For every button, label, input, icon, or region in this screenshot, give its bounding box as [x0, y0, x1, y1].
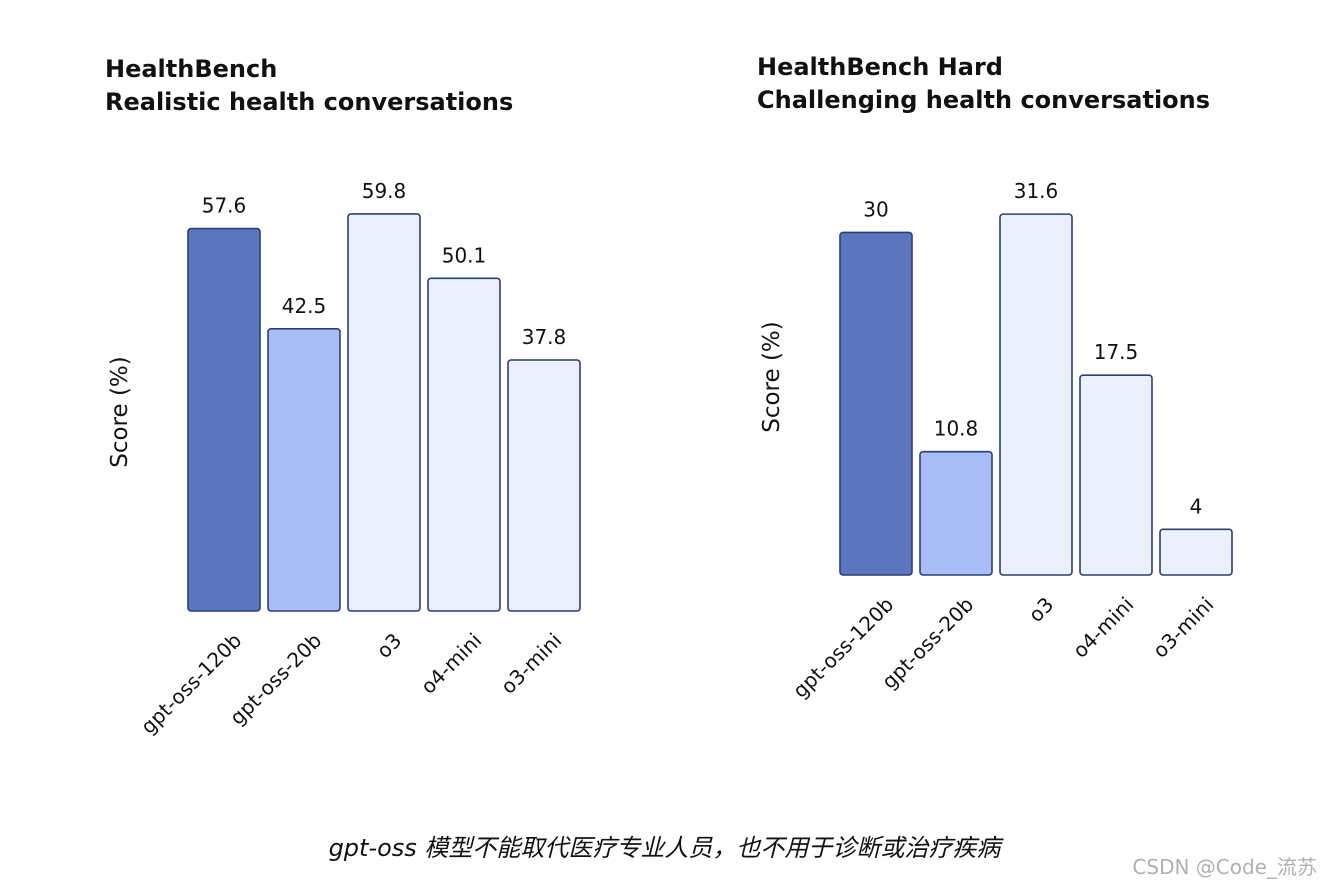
data-label-gpt-oss-120b: 30	[863, 197, 888, 221]
chart-title-left: HealthBench Realistic health conversatio…	[105, 53, 513, 119]
x-tick-label-gpt-oss-120b: gpt-oss-120b	[788, 592, 898, 702]
bar-o3-mini	[1159, 528, 1233, 576]
data-label-o4-mini: 50.1	[442, 243, 487, 267]
data-label-gpt-oss-20b: 10.8	[934, 417, 979, 441]
data-label-o3: 59.8	[362, 179, 407, 203]
chart-title-main: HealthBench Hard	[757, 53, 1003, 81]
data-label-gpt-oss-20b: 42.5	[282, 294, 327, 318]
bar-gpt-oss-20b	[919, 450, 993, 576]
data-label-o4-mini: 17.5	[1094, 340, 1139, 364]
x-tick-label-o4-mini: o4-mini	[1068, 592, 1138, 662]
chart-title-right: HealthBench Hard Challenging health conv…	[757, 51, 1210, 117]
chart-title-main: HealthBench	[105, 55, 278, 83]
bar-o4-mini	[427, 277, 501, 612]
data-label-o3: 31.6	[1014, 179, 1059, 203]
x-tick-label-o3: o3	[1024, 592, 1059, 627]
figure-caption: gpt-oss 模型不能取代医疗专业人员，也不用于诊断或治疗疾病	[328, 834, 1001, 862]
bar-o3-mini	[507, 359, 581, 612]
bar-chart-healthbench-hard: 30gpt-oss-120b10.8gpt-oss-20b31.6o317.5o…	[759, 179, 1233, 703]
data-label-gpt-oss-120b: 57.6	[202, 194, 247, 218]
bar-gpt-oss-20b	[267, 327, 341, 612]
data-label-o3-mini: 37.8	[522, 325, 567, 349]
y-axis-label: Score (%)	[107, 356, 133, 468]
bar-gpt-oss-120b	[839, 231, 913, 576]
bar-gpt-oss-120b	[187, 227, 261, 612]
chart-subtitle: Realistic health conversations	[105, 88, 514, 116]
watermark: CSDN @Code_流苏	[1132, 855, 1317, 879]
x-tick-label-o3-mini: o3-mini	[1148, 592, 1218, 662]
bar-o3	[999, 213, 1073, 576]
bar-chart-healthbench: 57.6gpt-oss-120b42.5gpt-oss-20b59.8o350.…	[107, 179, 581, 739]
bar-o4-mini	[1079, 374, 1153, 576]
data-label-o3-mini: 4	[1190, 494, 1203, 518]
bar-o3	[347, 213, 421, 612]
y-axis-label: Score (%)	[759, 321, 785, 433]
chart-subtitle: Challenging health conversations	[757, 86, 1211, 114]
